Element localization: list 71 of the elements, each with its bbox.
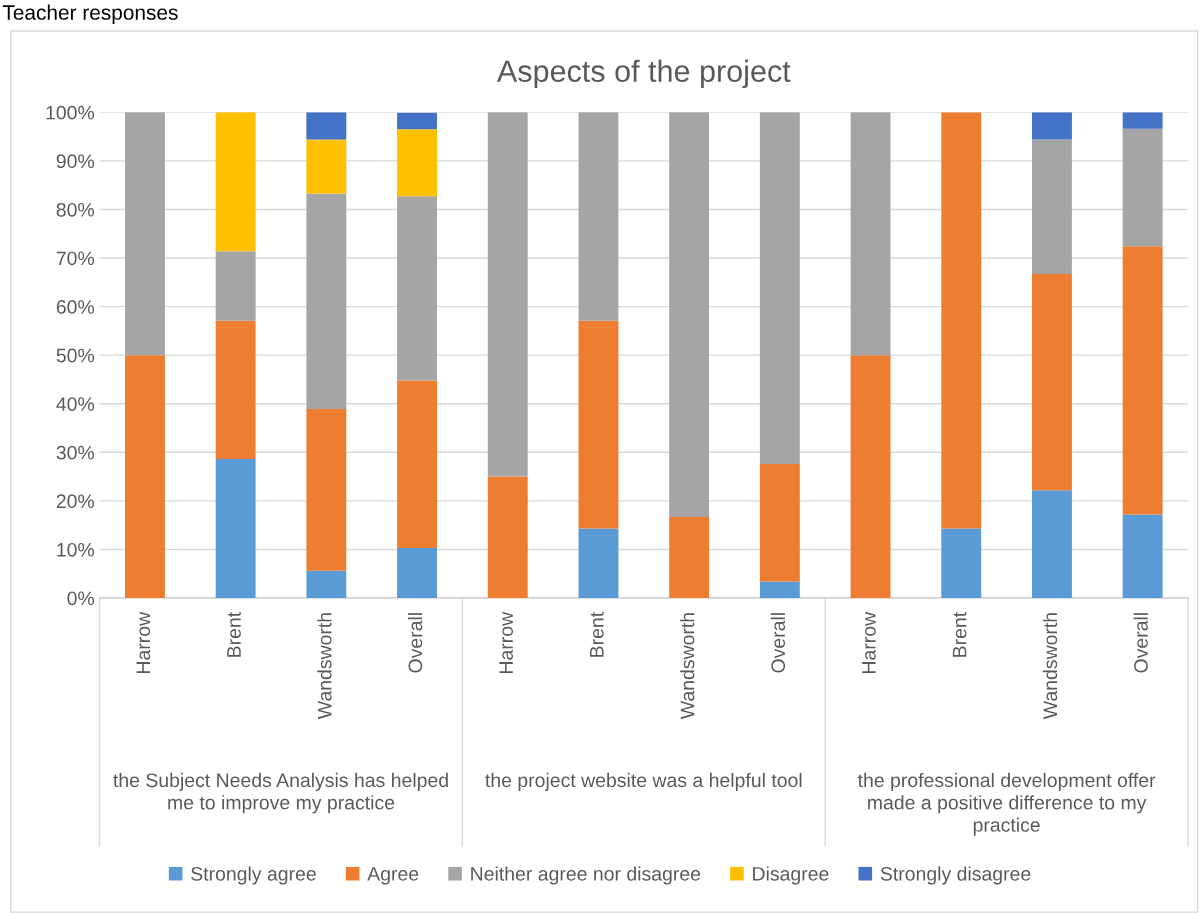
bar xyxy=(306,409,347,571)
bar xyxy=(759,112,800,464)
bar xyxy=(759,463,800,582)
bar xyxy=(578,320,619,529)
y-tick-label: 40% xyxy=(56,397,95,411)
bar xyxy=(941,528,982,599)
x-tick-label: Harrow xyxy=(862,611,876,673)
bar xyxy=(397,112,437,130)
bar xyxy=(215,459,256,599)
x-tick-label: Harrow xyxy=(136,611,151,673)
bar xyxy=(941,112,982,529)
x-tick-label: Wandsworth xyxy=(1042,613,1058,720)
bar xyxy=(1032,490,1072,599)
bar xyxy=(669,516,710,599)
x-tick-label: Overall xyxy=(1133,613,1148,673)
x-tick-label: Harrow xyxy=(499,611,513,673)
x-tick-label: Brent xyxy=(952,612,967,657)
x-tick-label: Brent xyxy=(590,612,604,657)
y-tick-label: 90% xyxy=(56,154,95,169)
y-tick-label: 0% xyxy=(67,591,95,606)
bar xyxy=(397,129,437,197)
legend-label: Strongly agree xyxy=(191,866,316,885)
bar xyxy=(1122,128,1163,247)
y-tick-label: 50% xyxy=(56,348,95,363)
y-tick-label: 10% xyxy=(57,542,95,557)
bar xyxy=(850,355,891,599)
bar xyxy=(215,320,256,460)
legend-label: Agree xyxy=(367,867,419,885)
bar xyxy=(1032,112,1072,140)
bar xyxy=(397,380,437,548)
y-tick-label: 100% xyxy=(46,105,95,120)
bar xyxy=(669,112,710,517)
text: the professional development offer made a positive difference to my practice xyxy=(857,772,1156,836)
x-tick-label: Overall xyxy=(770,613,786,673)
bar xyxy=(125,355,165,599)
bar xyxy=(850,112,891,356)
text: Teacher responses xyxy=(2,4,178,24)
bar xyxy=(487,476,528,599)
text: the project website was a helpful tool xyxy=(485,772,802,791)
chart-title: Aspects of the project xyxy=(496,59,791,89)
bar xyxy=(215,112,256,252)
y-tick-label: 70% xyxy=(56,251,95,266)
bar xyxy=(215,251,256,321)
y-tick-label: 20% xyxy=(56,494,95,509)
bar xyxy=(125,112,165,356)
text: the Subject Needs Analysis has helped me to improve my practice xyxy=(113,772,448,814)
bar xyxy=(1122,112,1163,129)
bar xyxy=(578,528,619,599)
x-tick-label: Wandsworth xyxy=(317,613,332,720)
bar xyxy=(306,193,347,410)
legend-label: Neither agree nor disagree xyxy=(471,866,701,885)
bar xyxy=(487,112,528,477)
bar xyxy=(306,570,347,599)
bar xyxy=(1122,246,1163,515)
bar xyxy=(1032,274,1072,491)
bar xyxy=(1032,139,1072,275)
y-tick-label: 30% xyxy=(56,445,95,460)
x-tick-label: Wandsworth xyxy=(680,613,695,720)
y-tick-label: 60% xyxy=(56,300,95,314)
bar xyxy=(578,112,619,321)
y-tick-label: 80% xyxy=(56,202,95,217)
bar xyxy=(306,139,347,194)
bar xyxy=(1122,514,1163,599)
x-tick-label: Brent xyxy=(227,612,241,657)
x-tick-label: Overall xyxy=(407,613,423,673)
bar xyxy=(397,196,437,381)
bar xyxy=(759,581,800,599)
bar xyxy=(397,547,437,599)
legend-label: Strongly disagree xyxy=(880,866,1031,885)
bar xyxy=(306,112,347,140)
legend-label: Disagree xyxy=(753,866,829,885)
